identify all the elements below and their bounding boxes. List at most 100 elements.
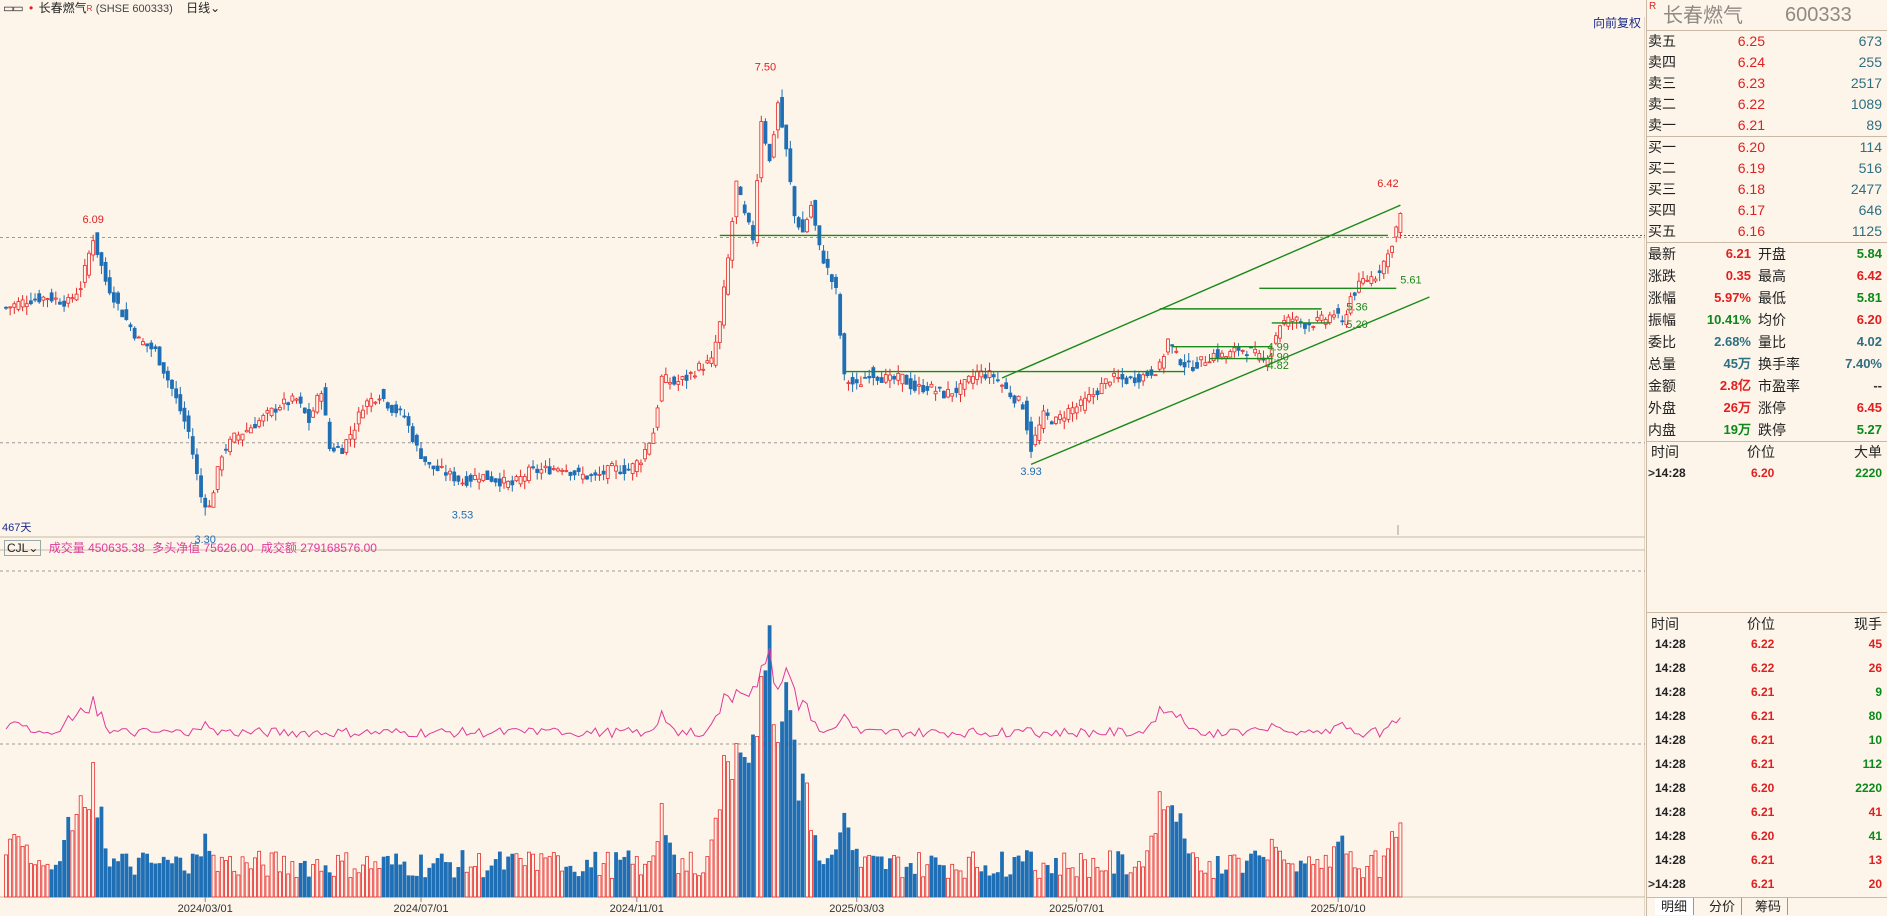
tab-detail[interactable]: 明细 (1655, 898, 1695, 915)
volume-bar (1170, 805, 1175, 898)
tick-row[interactable]: 14:28 6.20 2220 (1647, 776, 1887, 800)
big-order-row[interactable]: > 14:28 6.20 2220 (1648, 466, 1882, 480)
tick-row[interactable]: 14:28 6.22 26 (1647, 656, 1887, 680)
tick-row[interactable]: 14:28 6.21 80 (1647, 704, 1887, 728)
candle-body (497, 478, 502, 487)
x-tick-label: 2024/07/01 (393, 903, 448, 915)
tick-time: 14:28 (1655, 709, 1686, 723)
bid-row[interactable]: 买二 6.19 516 (1648, 160, 1882, 176)
candle-body (1016, 395, 1021, 401)
volume-bar (1278, 850, 1282, 898)
ask-row[interactable]: 卖四 6.24 255 (1648, 54, 1882, 70)
volume-bar (1298, 860, 1303, 898)
volume-bar (1054, 857, 1058, 898)
volume-bar (933, 857, 938, 898)
period-select[interactable]: 日线⌄ (186, 1, 221, 15)
tick-row[interactable]: 14:28 6.20 41 (1647, 824, 1887, 848)
candle-body (1373, 278, 1378, 282)
cjl-select[interactable]: CJL⌄ (4, 540, 42, 556)
tick-row[interactable]: 14:28 6.21 9 (1647, 680, 1887, 704)
tick-row[interactable]: 14:28 6.21 41 (1647, 800, 1887, 824)
candle-body (854, 379, 859, 384)
volume-bar (917, 852, 921, 898)
ask-row[interactable]: 卖二 6.22 1089 (1648, 96, 1882, 112)
candle-body (1319, 314, 1324, 321)
volume-bar (701, 872, 706, 898)
candle-body (1352, 292, 1357, 296)
candle-body (1120, 373, 1125, 380)
candle-body (1232, 347, 1237, 353)
volume-bar (1166, 806, 1170, 898)
tick-row[interactable]: >14:28 6.21 20 (1647, 872, 1887, 896)
ask-row[interactable]: 卖五 6.25 673 (1648, 33, 1882, 49)
quote-value: 26万 (1723, 400, 1751, 415)
candle-body (659, 375, 664, 402)
candle-body (1211, 352, 1216, 361)
tick-row[interactable]: 14:28 6.21 13 (1647, 848, 1887, 872)
candle-body (1087, 394, 1092, 402)
tick-volume: 112 (1862, 757, 1882, 771)
candle-body (1025, 400, 1029, 431)
candle-body (1128, 376, 1133, 379)
volume-bar (659, 803, 664, 898)
volume-bar (423, 877, 428, 898)
volume-bar (365, 856, 369, 898)
candle-body (995, 379, 1000, 382)
candle-body (460, 482, 465, 485)
quote-label: 涨幅 (1648, 290, 1676, 306)
volume-bar (170, 863, 174, 898)
volume-bar (1265, 859, 1270, 898)
volume-bar (228, 856, 233, 898)
volume-bar (829, 854, 834, 898)
volume-bar (850, 850, 855, 898)
volume-bar (531, 853, 535, 898)
candle-body (1224, 356, 1228, 359)
ask-row[interactable]: 卖一 6.21 89 (1648, 117, 1882, 133)
volume-bar (842, 812, 847, 898)
volume-bar (1157, 791, 1162, 898)
tab-price[interactable]: 分价 (1703, 898, 1743, 915)
candle-body (1099, 383, 1104, 395)
quote-title: R 长春燃气 600333 (1647, 0, 1887, 31)
candle-body (585, 475, 589, 480)
tick-row[interactable]: 14:28 6.21 112 (1647, 752, 1887, 776)
tick-row[interactable]: 14:28 6.21 10 (1647, 728, 1887, 752)
candle-body (971, 376, 975, 384)
volume-bar (8, 838, 13, 898)
volume-bar (149, 862, 154, 898)
volume-bar (908, 863, 913, 898)
kline-chart[interactable]: 向前复权 467天 5.61 5.36 5.20 4.994.904.82 7.50 6.… (0, 17, 1645, 916)
tick-row[interactable]: 14:28 6.22 45 (1647, 632, 1887, 656)
bid-row[interactable]: 买三 6.18 2477 (1648, 181, 1882, 197)
restore-mode-button[interactable]: 向前复权 (1593, 17, 1641, 30)
candle-body (112, 292, 116, 303)
volume-bar (792, 739, 797, 898)
grid-icon[interactable]: ▭▭ (3, 1, 24, 15)
volume-bar (394, 853, 399, 898)
bid-row[interactable]: 买四 6.17 646 (1648, 202, 1882, 218)
ask-row[interactable]: 卖三 6.23 2517 (1648, 75, 1882, 91)
line-label: 5.20 (1346, 319, 1367, 331)
volume-bar (319, 870, 324, 898)
candle-body (145, 343, 150, 347)
volume-bar (643, 863, 647, 898)
chevron-down-icon: ⌄ (28, 541, 39, 555)
volume-bar (1332, 846, 1336, 898)
volume-bar (211, 854, 216, 898)
price-labels-group: 7.50 6.09 3.30 3.53 3.93 6.42 (82, 62, 1398, 547)
bid-row[interactable]: 买五 6.16 1125 (1648, 223, 1882, 239)
tick-volume: 20 (1868, 877, 1882, 891)
volume-bar (352, 868, 357, 898)
candle-body (319, 393, 324, 402)
candle-body (1108, 381, 1112, 386)
tick-list[interactable]: 14:28 6.22 45 14:28 6.22 26 14:28 6.21 9 14:28 6.2… (1647, 632, 1887, 896)
quote-label: 金额 (1648, 378, 1676, 394)
tab-chips[interactable]: 筹码 (1749, 898, 1789, 915)
bid-row[interactable]: 买一 6.20 114 (1648, 139, 1882, 155)
volume-bar (1020, 861, 1025, 898)
volume-bar (535, 869, 540, 898)
candle-body (219, 456, 224, 471)
candle-body (1054, 416, 1058, 424)
volume-bar (215, 871, 220, 898)
price-label: 6.09 (82, 214, 103, 226)
